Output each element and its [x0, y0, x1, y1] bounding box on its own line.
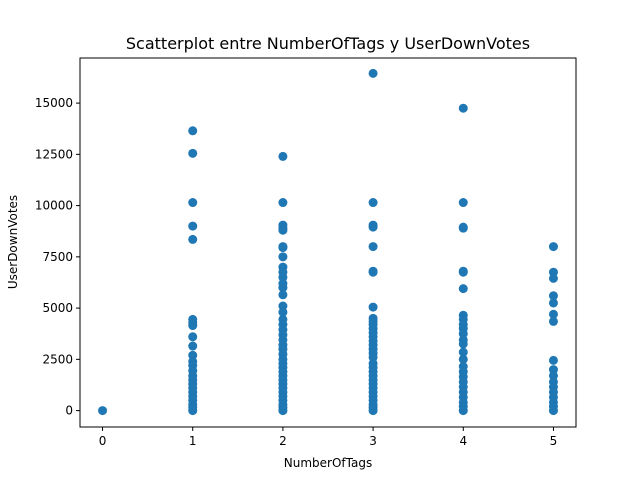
data-point — [188, 198, 198, 208]
chart-title: Scatterplot entre NumberOfTags y UserDow… — [126, 34, 530, 53]
plot-frame — [79, 57, 577, 428]
data-point — [278, 290, 288, 300]
data-point — [548, 267, 558, 277]
y-tick-label: 0 — [65, 404, 73, 418]
x-tick-label: 4 — [459, 434, 467, 448]
data-point — [458, 339, 468, 349]
data-point — [278, 301, 288, 311]
data-point — [458, 354, 468, 364]
data-point — [188, 341, 198, 351]
data-point — [188, 406, 198, 416]
data-point — [548, 406, 558, 416]
data-point — [368, 242, 378, 252]
data-point — [368, 68, 378, 78]
data-point — [458, 406, 468, 416]
points-layer — [98, 68, 558, 416]
data-point — [188, 234, 198, 244]
data-point — [458, 284, 468, 294]
data-point — [458, 198, 468, 208]
x-tick-label: 2 — [279, 434, 287, 448]
data-point — [188, 332, 198, 342]
data-point — [278, 307, 288, 317]
data-point — [548, 273, 558, 283]
data-point — [548, 309, 558, 319]
y-tick-label: 2500 — [42, 352, 73, 366]
data-point — [278, 198, 288, 208]
data-point — [278, 252, 288, 262]
x-tick-label: 0 — [99, 434, 107, 448]
data-point — [278, 283, 288, 293]
data-point — [368, 352, 378, 362]
data-point — [188, 126, 198, 136]
data-point — [458, 103, 468, 113]
y-tick-label: 7500 — [42, 250, 73, 264]
data-point — [368, 302, 378, 312]
x-tick-label: 1 — [189, 434, 197, 448]
data-point — [548, 298, 558, 308]
data-point — [188, 321, 198, 331]
ticks-layer: 0 1 2 3 4 5 0 2500 5000 7500 10000 12500 15000 — [35, 96, 557, 448]
x-tick-label: 5 — [550, 434, 558, 448]
data-point — [548, 291, 558, 301]
data-point — [278, 151, 288, 161]
data-point — [458, 223, 468, 233]
data-point — [368, 406, 378, 416]
data-point — [278, 225, 288, 235]
x-tick-label: 3 — [369, 434, 377, 448]
x-axis-label: NumberOfTags — [284, 456, 372, 470]
data-point — [98, 406, 108, 416]
data-point — [278, 272, 288, 282]
data-point — [548, 365, 558, 375]
data-point — [368, 222, 378, 232]
data-point — [188, 221, 198, 231]
y-tick-label: 15000 — [35, 96, 73, 110]
data-point — [548, 242, 558, 252]
data-point — [368, 198, 378, 208]
data-point — [188, 350, 198, 360]
data-point — [368, 267, 378, 277]
data-point — [548, 355, 558, 365]
data-point — [458, 347, 468, 357]
data-point — [548, 371, 558, 381]
data-point — [458, 329, 468, 339]
data-point — [548, 316, 558, 326]
y-tick-label: 10000 — [35, 199, 73, 213]
data-point — [278, 406, 288, 416]
y-tick-label: 5000 — [42, 301, 73, 315]
data-point — [278, 243, 288, 253]
y-axis-label: UserDownVotes — [6, 195, 20, 289]
data-point — [458, 267, 468, 277]
y-tick-label: 12500 — [35, 147, 73, 161]
data-point — [188, 148, 198, 158]
